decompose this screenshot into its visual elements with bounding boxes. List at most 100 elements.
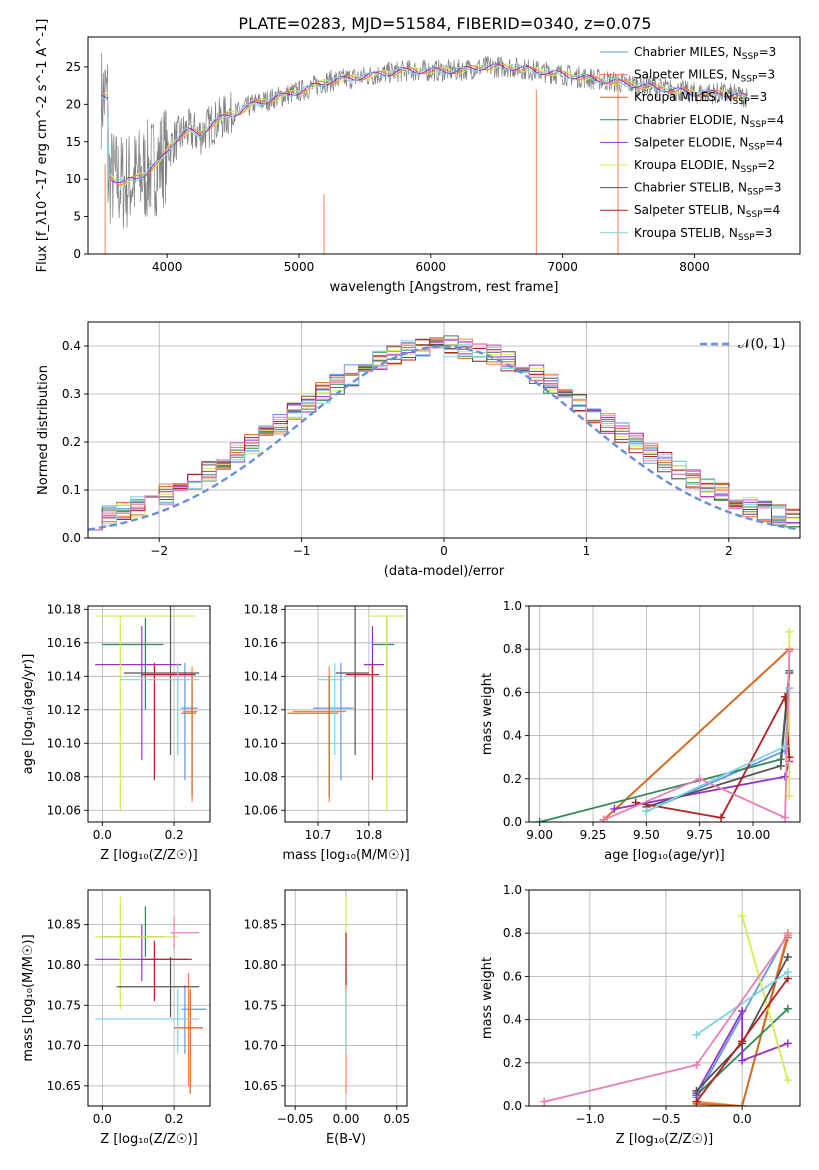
y-tick-label: 10.75 bbox=[244, 998, 278, 1012]
x-tick-label: 10.00 bbox=[736, 828, 770, 842]
residual-legend: 𝒩(0, 1) bbox=[700, 337, 785, 352]
x-tick-label: 7000 bbox=[547, 260, 578, 274]
x-tick-label: 9.75 bbox=[686, 828, 713, 842]
y-tick-label: 1.0 bbox=[503, 883, 522, 897]
y-tick-label: 10 bbox=[66, 172, 81, 186]
y-tick-label: 10.16 bbox=[47, 636, 81, 650]
weight-marker bbox=[599, 815, 608, 822]
model-spectrum-line bbox=[100, 63, 747, 182]
x-tick-label: 9.50 bbox=[633, 828, 660, 842]
x-tick-label: −0.05 bbox=[277, 1112, 314, 1126]
y-axis-label: mass weight bbox=[480, 957, 495, 1039]
weight-marker bbox=[781, 772, 790, 781]
legend-label: Kroupa ELODIE, NSSP=2 bbox=[634, 158, 775, 175]
weight-marker bbox=[738, 1006, 747, 1015]
x-tick-label: 0.2 bbox=[165, 1112, 184, 1126]
weight-marker bbox=[785, 792, 794, 801]
x-axis-label: E(B-V) bbox=[326, 1132, 366, 1147]
y-tick-label: 0.3 bbox=[62, 387, 81, 401]
x-tick-label: 0.00 bbox=[333, 1112, 360, 1126]
panel-mass-vs-Z: 0.0 0.2 10.65 10.70 10.75 10.80 10.85 Z [log₁₀(… bbox=[21, 889, 211, 1147]
y-tick-label: 0.2 bbox=[62, 435, 81, 449]
x-tick-label: 5000 bbox=[284, 260, 315, 274]
x-axis-label: (data-model)/error bbox=[384, 564, 505, 579]
weight-marker bbox=[738, 911, 747, 920]
y-tick-label: 0.8 bbox=[503, 642, 522, 656]
x-axis-label: wavelength [Angstrom, rest frame] bbox=[330, 280, 559, 295]
observed-spectrum-line bbox=[100, 52, 748, 229]
y-tick-label: 10.80 bbox=[244, 958, 278, 972]
x-tick-label: 0.05 bbox=[383, 1112, 410, 1126]
y-tick-label: 10.10 bbox=[47, 736, 81, 750]
panel-weight-vs-age: 9.00 9.25 9.50 9.75 10.00 0.0 0.2 0.4 0.6 0.8 1.0 a… bbox=[480, 599, 801, 863]
x-axis-label: age [log₁₀(age/yr)] bbox=[604, 848, 725, 863]
axes-frame bbox=[87, 889, 211, 1107]
y-tick-label: 10.16 bbox=[244, 636, 278, 650]
weight-marker bbox=[738, 1037, 747, 1046]
y-tick-label: 5 bbox=[73, 210, 81, 224]
x-tick-label: 0.0 bbox=[93, 828, 112, 842]
y-axis-label: age [log₁₀(age/yr)] bbox=[21, 654, 36, 775]
y-tick-label: 10.14 bbox=[47, 669, 81, 683]
plot-area bbox=[88, 335, 800, 531]
weight-marker bbox=[738, 1102, 747, 1106]
y-tick-label: 10.65 bbox=[244, 1079, 278, 1093]
weight-line bbox=[696, 937, 789, 1106]
y-tick-label: 20 bbox=[66, 97, 81, 111]
axes-frame bbox=[528, 889, 801, 1107]
weight-marker bbox=[692, 1086, 701, 1095]
model-spectrum-line bbox=[101, 63, 747, 186]
x-tick-label: 1 bbox=[583, 544, 591, 558]
weight-line bbox=[695, 1007, 789, 1094]
y-tick-label: 0.2 bbox=[503, 1056, 522, 1070]
panel-age-vs-Z: 0.0 0.2 10.06 10.08 10.10 10.12 10.14 10.16 10.1… bbox=[21, 602, 211, 863]
weight-marker bbox=[776, 761, 785, 770]
residual-histogram bbox=[88, 338, 800, 531]
y-tick-label: 25 bbox=[66, 60, 81, 74]
x-tick-label: 9.00 bbox=[526, 828, 553, 842]
y-tick-label: 0.4 bbox=[62, 339, 81, 353]
weight-marker bbox=[642, 807, 651, 816]
weight-line bbox=[603, 651, 791, 821]
weight-marker bbox=[695, 774, 704, 783]
x-tick-label: −0.5 bbox=[651, 1112, 680, 1126]
y-tick-label: 0.0 bbox=[503, 1099, 522, 1113]
weight-marker bbox=[785, 647, 794, 656]
y-tick-label: 0.2 bbox=[503, 772, 522, 786]
y-tick-label: 10.85 bbox=[47, 918, 81, 932]
panel-mass-vs-ebv: −0.05 0.00 0.05 10.65 10.70 10.75 10.80 10.85 E(… bbox=[244, 889, 410, 1147]
legend-label: Salpeter ELODIE, NSSP=4 bbox=[634, 135, 783, 152]
y-tick-label: 10.75 bbox=[47, 998, 81, 1012]
weight-line bbox=[741, 915, 789, 1081]
y-tick-label: 0.6 bbox=[503, 969, 522, 983]
weight-marker bbox=[783, 952, 792, 961]
legend-label: Chabrier MILES, NSSP=3 bbox=[634, 45, 776, 62]
y-tick-label: 10.18 bbox=[47, 602, 81, 616]
y-tick-label: 0.1 bbox=[62, 483, 81, 497]
y-tick-label: 10.06 bbox=[244, 803, 278, 817]
y-tick-label: 10.85 bbox=[244, 918, 278, 932]
y-tick-label: 0.0 bbox=[62, 531, 81, 545]
weight-marker bbox=[783, 931, 792, 940]
weight-marker bbox=[535, 818, 544, 822]
legend-label: Salpeter MILES, NSSP=3 bbox=[634, 68, 775, 85]
y-tick-label: 10.12 bbox=[47, 703, 81, 717]
x-tick-label: 0.2 bbox=[165, 828, 184, 842]
x-tick-label: 9.25 bbox=[580, 828, 607, 842]
axes-frame bbox=[528, 605, 801, 823]
x-tick-label: 8000 bbox=[679, 260, 710, 274]
spectrum-legend: Chabrier MILES, NSSP=3 Salpeter MILES, NS… bbox=[600, 45, 784, 243]
x-axis-label: Z [log₁₀(Z/Z☉)] bbox=[100, 848, 197, 863]
weight-marker bbox=[610, 805, 619, 814]
weight-marker bbox=[783, 968, 792, 977]
y-tick-label: 10.70 bbox=[47, 1039, 81, 1053]
y-tick-label: 10.08 bbox=[47, 770, 81, 784]
panel-weight-vs-Z: −1.0 −0.5 0.0 0.0 0.2 0.4 0.6 0.8 1.0 Z [log₁₀(Z/… bbox=[480, 883, 801, 1147]
x-axis-label: Z [log₁₀(Z/Z☉)] bbox=[616, 1132, 713, 1147]
weight-marker bbox=[783, 1076, 792, 1085]
x-axis-label: Z [log₁₀(Z/Z☉)] bbox=[100, 1132, 197, 1147]
x-tick-label: 10.7 bbox=[305, 828, 332, 842]
x-tick-label: 0 bbox=[440, 544, 448, 558]
axes-frame bbox=[284, 605, 408, 823]
